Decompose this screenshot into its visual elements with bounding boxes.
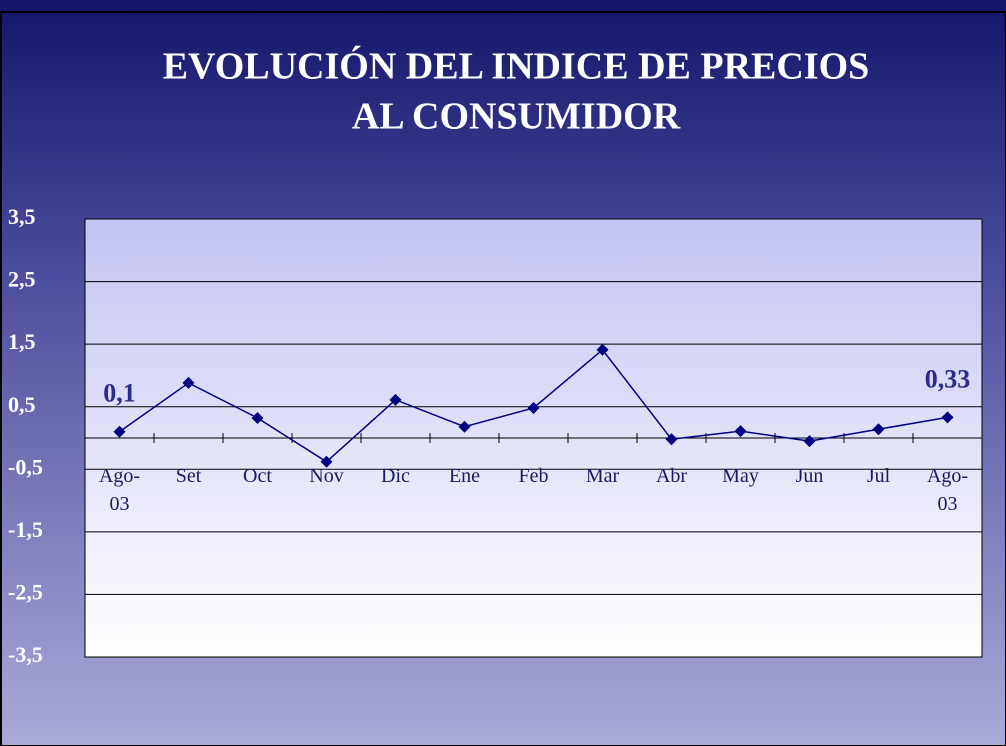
x-tick-label: May <box>722 465 759 487</box>
y-tick-label: -2,5 <box>8 579 43 604</box>
x-tick-label: Dic <box>381 465 410 487</box>
chart-title: AL CONSUMIDOR <box>352 96 681 138</box>
point-marker <box>527 401 540 414</box>
data-label: 0,33 <box>925 364 971 393</box>
point-marker <box>389 393 402 406</box>
x-tick-label: Ago-03 <box>926 465 969 515</box>
point-marker <box>320 455 333 468</box>
y-tick-label: 3,5 <box>8 204 36 229</box>
x-tick-label: Abr <box>655 465 688 487</box>
point-marker <box>941 411 954 424</box>
x-tick-label: Oct <box>243 465 272 487</box>
point-marker <box>251 411 264 424</box>
frame <box>0 11 1006 746</box>
y-tick-label: 1,5 <box>8 329 36 354</box>
chart-title: EVOLUCIÓN DEL INDICE DE PRECIOS <box>163 46 870 88</box>
point-marker <box>803 435 816 448</box>
x-tick-label: Ene <box>448 465 481 487</box>
x-tick-label: Feb <box>518 465 549 487</box>
x-tick-label: Jul <box>866 465 891 487</box>
x-tick-label: Set <box>175 465 202 487</box>
y-tick-label: 2,5 <box>8 267 36 292</box>
x-tick-label: Jun <box>795 465 824 487</box>
point-marker <box>458 420 471 433</box>
x-tick-label: Nov <box>309 465 344 487</box>
y-tick-label: 0,5 <box>8 392 36 417</box>
point-marker <box>734 425 747 438</box>
point-marker <box>665 433 678 446</box>
y-tick-label: -1,5 <box>8 517 43 542</box>
y-tick-label: -3,5 <box>8 642 43 667</box>
x-tick-label: Mar <box>585 465 620 487</box>
y-tick-label: -0,5 <box>8 454 43 479</box>
point-marker <box>113 425 126 438</box>
point-marker <box>596 343 609 356</box>
data-label: 0,1 <box>103 379 136 408</box>
x-tick-label: Ago-03 <box>98 465 141 515</box>
point-marker <box>182 376 195 389</box>
point-marker <box>872 423 885 436</box>
